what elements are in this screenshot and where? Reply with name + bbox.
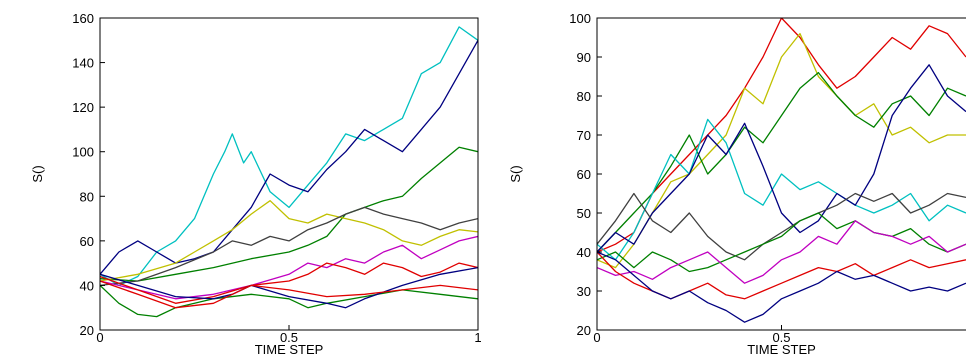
y-tick-label: 40 [80, 278, 94, 293]
series-line-4 [597, 118, 966, 261]
series-line-9 [597, 251, 966, 300]
series-line-6 [100, 235, 478, 300]
series-line-7 [597, 212, 966, 273]
series-line-8 [597, 220, 966, 284]
x-axis-label: TIME STEP [255, 342, 324, 357]
series-line-2 [100, 39, 478, 275]
x-tick-label: 1 [474, 330, 481, 345]
y-tick-label: 160 [72, 11, 94, 26]
y-tick-label: 20 [80, 323, 94, 338]
series-group [100, 26, 478, 318]
y-tick-label: 80 [80, 189, 94, 204]
series-line-3 [100, 146, 478, 282]
series-line-10 [597, 251, 966, 323]
y-tick-label: 120 [72, 100, 94, 115]
y-tick-label: 80 [577, 89, 591, 104]
y-axis-label: S() [508, 165, 523, 182]
series-line-7 [100, 262, 478, 304]
y-tick-label: 20 [577, 323, 591, 338]
series-line-2 [597, 32, 966, 269]
series-line-5 [597, 64, 966, 253]
series-line-10 [100, 280, 478, 309]
series-line-9 [100, 266, 478, 309]
y-axis-label: S() [30, 165, 45, 182]
series-line-6 [597, 192, 966, 261]
series-line-1 [597, 18, 966, 253]
y-tick-label: 70 [577, 128, 591, 143]
y-tick-label: 100 [72, 145, 94, 160]
y-tick-label: 40 [577, 245, 591, 260]
x-tick-label: 0 [96, 330, 103, 345]
y-tick-label: 90 [577, 50, 591, 65]
y-tick-label: 140 [72, 56, 94, 71]
chart-1: 20 40 60 80 100 120 140 160 0 0.5 1 TIME STEP S() [30, 11, 482, 357]
y-tick-label: 50 [577, 206, 591, 221]
series-line-1 [100, 26, 478, 287]
series-group [597, 18, 966, 323]
plot-frame [99, 17, 479, 331]
x-tick-label: 0 [593, 330, 600, 345]
series-line-4 [100, 200, 478, 282]
x-tick-label: 0.5 [280, 330, 298, 345]
x-axis-label: TIME STEP [747, 342, 816, 357]
series-line-5 [100, 206, 478, 287]
y-tick-label: 60 [577, 167, 591, 182]
y-tick-label: 100 [569, 11, 591, 26]
y-tick-label: 30 [577, 284, 591, 299]
series-line-3 [597, 71, 966, 253]
y-tick-label: 60 [80, 234, 94, 249]
x-tick-label: 0.5 [772, 330, 790, 345]
